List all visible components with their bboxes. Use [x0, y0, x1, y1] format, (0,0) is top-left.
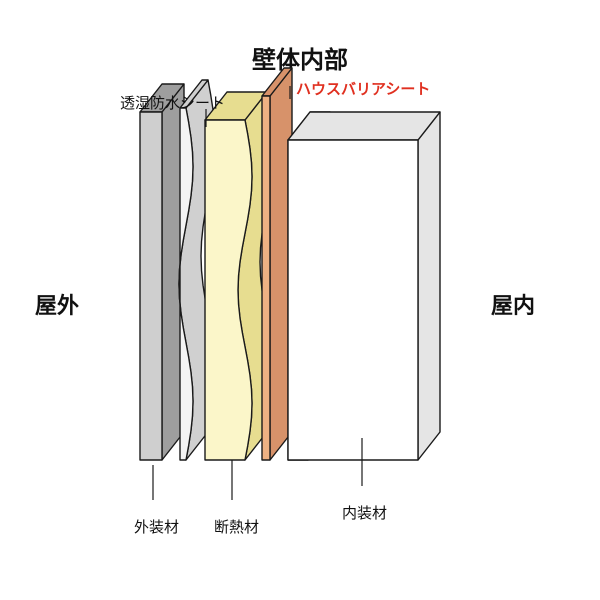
- label-house_barrier: ハウスバリアシート: [296, 78, 430, 99]
- layer-interior-wide-side: [418, 112, 440, 460]
- label-interior: 内装材: [342, 502, 387, 523]
- diagram-stage: 壁体内部 屋外 屋内 透湿防水シートハウスバリアシート外装材断熱材内装材: [0, 0, 600, 600]
- layer-interior-wide-top: [288, 112, 440, 140]
- layer-interior-wide-front: [288, 140, 418, 460]
- label-exterior: 外装材: [134, 516, 179, 537]
- label-insulation: 断熱材: [214, 516, 259, 537]
- layer-exterior: [140, 84, 184, 460]
- label-permeable_sheet: 透湿防水シート: [120, 92, 225, 113]
